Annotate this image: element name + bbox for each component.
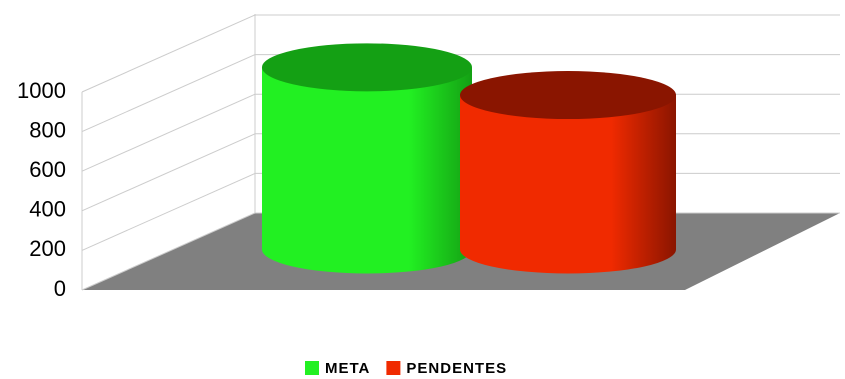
legend-label: META [325, 360, 370, 377]
y-tick-label: 800 [29, 117, 66, 142]
grid-line [81, 212, 256, 291]
grid-line [81, 133, 256, 212]
cylinder-body [460, 95, 676, 274]
grid-line [81, 93, 256, 172]
cylinder-top [460, 71, 676, 120]
grid-line [81, 14, 256, 93]
legend-label: PENDENTES [406, 360, 507, 377]
y-tick-label: 0 [54, 276, 66, 301]
grid-line [81, 54, 256, 133]
cylinder-top [262, 43, 472, 92]
grid-line [81, 172, 256, 251]
cylinder-body [262, 67, 472, 274]
y-tick-label: 200 [29, 236, 66, 261]
y-tick-label: 1000 [17, 78, 66, 103]
y-tick-label: 600 [29, 157, 66, 182]
y-tick-label: 400 [29, 197, 66, 222]
legend-swatch [386, 361, 401, 375]
legend-swatch [305, 361, 319, 375]
